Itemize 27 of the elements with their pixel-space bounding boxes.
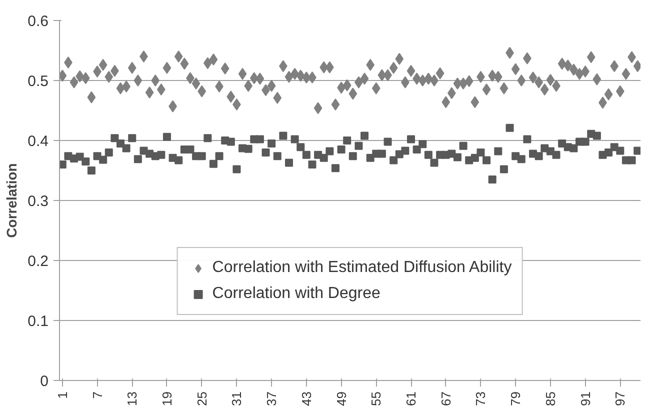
y-tick-label: 0.6	[28, 13, 49, 30]
x-tick-label: 19	[159, 391, 174, 406]
y-tick-label: 0.5	[28, 73, 49, 90]
x-tick-label: 67	[438, 391, 454, 406]
x-tick-label: 31	[229, 391, 244, 406]
y-tick-label: 0.4	[28, 133, 49, 150]
x-tick-label: 25	[194, 391, 210, 406]
y-tick-label: 0.2	[28, 253, 49, 270]
x-tick-label: 7	[90, 391, 105, 399]
y-axis-title: Correlation	[4, 163, 20, 238]
x-tick-label: 13	[124, 391, 140, 406]
x-tick-label: 91	[578, 391, 593, 406]
y-tick-label: 0.3	[28, 193, 49, 210]
x-tick-label: 1	[54, 391, 70, 399]
legend-label: Correlation with Estimated Diffusion Ability	[212, 259, 512, 277]
y-tick-label: 0	[40, 373, 48, 390]
x-tick-label: 55	[368, 391, 384, 406]
x-tick-label: 43	[298, 391, 314, 406]
x-tick-label: 61	[404, 391, 419, 406]
x-tick-label: 79	[508, 391, 524, 406]
x-tick-label: 85	[542, 391, 558, 406]
x-tick-label: 37	[264, 391, 280, 406]
x-tick-label: 97	[612, 391, 628, 406]
x-tick-label: 73	[473, 391, 488, 406]
x-tick-label: 49	[334, 391, 349, 406]
legend-label: Correlation with Degree	[212, 285, 380, 303]
y-tick-label: 0.1	[28, 313, 49, 330]
